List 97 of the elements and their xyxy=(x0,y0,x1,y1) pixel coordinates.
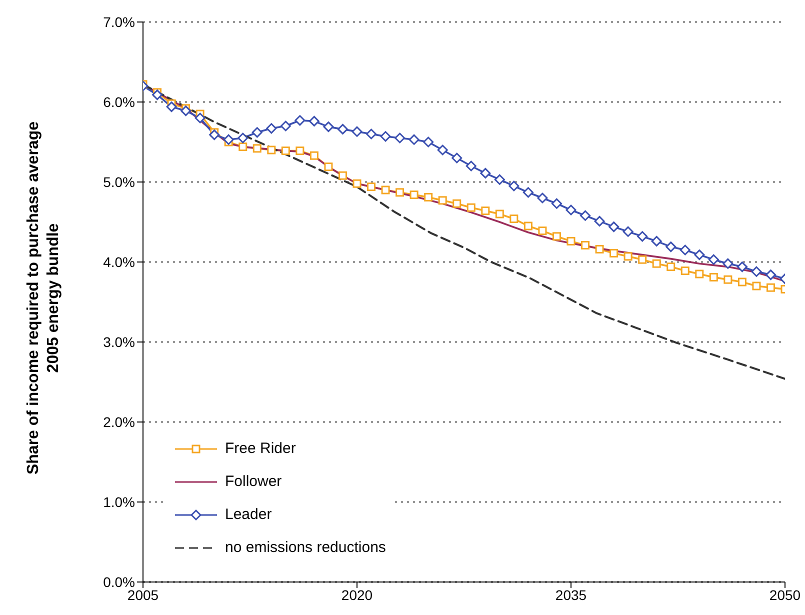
point xyxy=(594,216,605,226)
point xyxy=(380,131,391,142)
x-tick-label: 2050 xyxy=(769,586,801,603)
point xyxy=(166,102,177,112)
point xyxy=(581,240,590,250)
point xyxy=(610,248,618,258)
y-tick-label: 6.0% xyxy=(103,94,135,110)
point xyxy=(266,123,277,134)
point xyxy=(437,144,448,156)
x-tick-label: 2035 xyxy=(555,586,587,603)
point xyxy=(338,171,347,180)
point xyxy=(352,179,362,188)
point xyxy=(152,90,163,100)
point xyxy=(680,244,690,256)
legend-label: Free Rider xyxy=(225,440,296,457)
point xyxy=(294,115,306,126)
point xyxy=(466,160,476,172)
point xyxy=(296,146,304,156)
point xyxy=(766,283,775,292)
y-tick-label: 2.0% xyxy=(103,414,135,430)
point xyxy=(252,144,262,153)
point xyxy=(280,120,291,132)
point xyxy=(466,203,476,212)
point xyxy=(608,222,620,232)
point xyxy=(666,262,676,272)
point xyxy=(510,214,518,224)
point xyxy=(223,134,234,145)
point xyxy=(495,210,504,218)
point xyxy=(522,187,534,198)
point xyxy=(408,134,420,145)
point xyxy=(708,254,719,265)
point xyxy=(651,236,662,246)
point xyxy=(480,168,491,178)
point xyxy=(381,186,390,194)
point xyxy=(410,190,418,200)
point xyxy=(452,152,462,164)
y-tick-label: 4.0% xyxy=(103,254,135,270)
point xyxy=(709,272,718,282)
point xyxy=(481,206,490,216)
point xyxy=(438,196,447,205)
point xyxy=(566,204,576,216)
point xyxy=(736,262,748,272)
point xyxy=(751,266,762,277)
point xyxy=(194,112,206,124)
point xyxy=(337,124,348,134)
point xyxy=(366,128,377,140)
legend-label: Leader xyxy=(225,506,272,523)
point xyxy=(738,278,746,286)
point xyxy=(324,162,333,172)
y-tick-label: 1.0% xyxy=(103,494,135,510)
point xyxy=(508,180,520,192)
point xyxy=(722,258,734,269)
point xyxy=(724,275,732,284)
point xyxy=(524,222,532,230)
point xyxy=(308,116,320,126)
point xyxy=(209,130,220,140)
point xyxy=(580,210,591,221)
point xyxy=(695,270,704,278)
point xyxy=(310,151,318,160)
point xyxy=(537,192,548,204)
point xyxy=(352,126,362,137)
point xyxy=(452,199,462,208)
point xyxy=(267,146,276,154)
point xyxy=(252,127,262,138)
point xyxy=(652,259,661,268)
legend-label: no emissions reductions xyxy=(225,539,386,556)
point xyxy=(752,282,761,290)
point xyxy=(638,255,647,264)
point xyxy=(423,136,434,148)
point xyxy=(551,198,562,209)
point xyxy=(552,232,561,241)
point xyxy=(680,266,690,276)
y-tick-label: 5.0% xyxy=(103,174,135,190)
point xyxy=(396,188,404,197)
point xyxy=(566,236,576,246)
point xyxy=(494,174,505,185)
point xyxy=(323,122,334,132)
point xyxy=(281,146,290,156)
legend-label: Follower xyxy=(225,473,282,490)
x-tick-label: 2020 xyxy=(341,586,373,603)
point xyxy=(595,244,604,254)
point xyxy=(367,182,376,192)
point xyxy=(637,231,648,242)
point xyxy=(624,252,632,261)
point xyxy=(765,270,776,280)
point xyxy=(394,132,406,144)
y-tick-label: 7.0% xyxy=(103,14,135,30)
point xyxy=(238,132,248,144)
point xyxy=(180,106,192,116)
point xyxy=(666,242,676,252)
point xyxy=(622,226,634,237)
point xyxy=(694,250,705,260)
point xyxy=(238,142,248,152)
y-tick-label: 3.0% xyxy=(103,334,135,350)
y-axis-title: Share of income required to purchase average 2005 energy bundle xyxy=(24,120,63,477)
point xyxy=(424,192,433,202)
point xyxy=(538,226,547,236)
